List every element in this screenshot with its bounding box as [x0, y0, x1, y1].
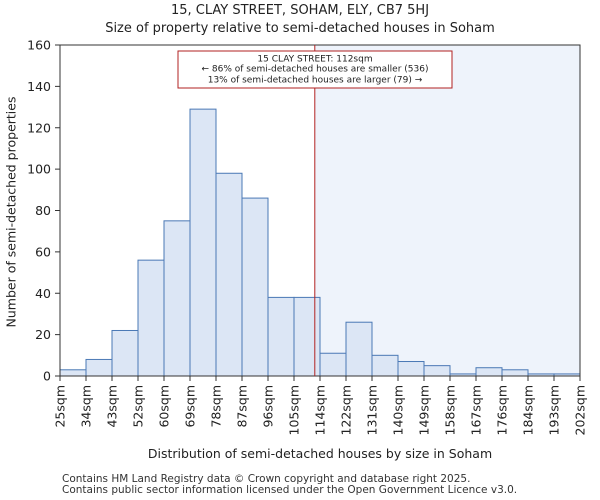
bar [345, 321, 373, 377]
x-tick-label: 114sqm [313, 385, 328, 435]
y-tick-label: 60 [35, 244, 51, 259]
x-tick-label: 105sqm [287, 385, 302, 435]
x-tick-label: 149sqm [417, 385, 432, 435]
x-tick-label: 96sqm [261, 385, 276, 428]
bar [137, 259, 165, 377]
x-tick-label: 202sqm [573, 385, 588, 435]
y-axis-label: Number of semi-detached properties [4, 97, 19, 328]
y-tick-label: 160 [27, 38, 51, 53]
footer-line-2: Contains public sector information licen… [62, 484, 518, 496]
x-tick-label: 87sqm [235, 385, 250, 428]
y-tick-label: 120 [27, 120, 51, 135]
histogram-chart: 0 20 40 60 80 100 120 140 160 25sqm 34sqm 43sqm 52s… [4, 38, 588, 462]
bar [501, 369, 529, 377]
bar [475, 367, 503, 377]
y-tick-label: 20 [35, 327, 51, 342]
bar [215, 172, 243, 377]
x-tick-label: 69sqm [183, 385, 198, 428]
y-tick-label: 100 [27, 162, 51, 177]
y-tick-label: 80 [35, 203, 51, 218]
annotation-line-3: 13% of semi-detached houses are larger (… [208, 76, 423, 86]
bar [371, 354, 399, 377]
y-tick-label: 40 [35, 286, 51, 301]
bar [397, 361, 425, 377]
bar [85, 358, 113, 377]
bar [163, 220, 191, 377]
bar [241, 197, 269, 377]
annotation-line-2: ← 86% of semi-detached houses are smalle… [202, 65, 429, 75]
bar [293, 296, 321, 377]
bar [423, 365, 451, 377]
bar [189, 108, 217, 377]
x-axis-label: Distribution of semi-detached houses by … [148, 446, 492, 461]
footer-line-1: Contains HM Land Registry data © Crown c… [62, 473, 471, 485]
bar [59, 369, 87, 377]
larger-region-highlight [314, 45, 580, 376]
bar [319, 352, 347, 377]
y-tick-label: 0 [43, 369, 51, 384]
x-tick-label: 34sqm [79, 385, 94, 428]
x-tick-label: 193sqm [547, 385, 562, 435]
chart-title: 15, CLAY STREET, SOHAM, ELY, CB7 5HJ [170, 3, 430, 18]
x-tick-label: 43sqm [105, 385, 120, 428]
x-tick-label: 140sqm [391, 385, 406, 435]
x-axis: 25sqm 34sqm 43sqm 52sqm 60sqm 69sqm 78sqm 87sqm… [53, 376, 588, 435]
annotation-box: 15 CLAY STREET: 112sqm ← 86% of semi-det… [177, 50, 453, 89]
x-tick-label: 60sqm [157, 385, 172, 428]
chart-subtitle: Size of property relative to semi-detach… [105, 21, 495, 36]
annotation-line-1: 15 CLAY STREET: 112sqm [257, 55, 372, 65]
x-tick-label: 52sqm [131, 385, 146, 428]
bars-group [59, 108, 581, 377]
plot-frame [59, 44, 581, 377]
bar [111, 329, 139, 377]
x-tick-label: 131sqm [365, 385, 380, 435]
x-tick-label: 25sqm [53, 385, 68, 428]
y-tick-label: 140 [27, 79, 51, 94]
x-tick-label: 184sqm [521, 385, 536, 435]
x-tick-label: 176sqm [495, 385, 510, 435]
x-tick-label: 122sqm [339, 385, 354, 435]
bar [267, 296, 295, 377]
x-tick-label: 167sqm [469, 385, 484, 435]
x-tick-label: 78sqm [209, 385, 224, 428]
y-axis: 0 20 40 60 80 100 120 140 160 [27, 38, 60, 384]
x-tick-label: 158sqm [443, 385, 458, 435]
